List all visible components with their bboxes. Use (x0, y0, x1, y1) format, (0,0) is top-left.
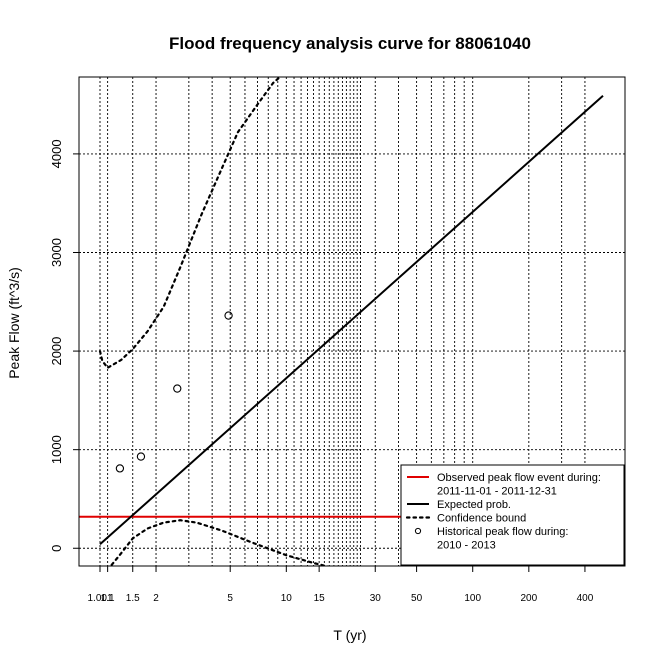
grid (79, 77, 625, 566)
legend-key-historical (414, 527, 422, 535)
x-tick-label: 200 (520, 593, 537, 604)
y-tick-label: 3000 (49, 238, 64, 267)
x-tick-label: 100 (464, 593, 481, 604)
expected-prob-line (99, 94, 604, 546)
plot-border (78, 76, 626, 567)
x-tick-label: 1.5 (126, 593, 140, 604)
y-tick-label: 4000 (49, 139, 64, 168)
y-tick-label: 0 (49, 545, 64, 552)
chart-title: Flood frequency analysis curve for 88061… (169, 34, 531, 53)
historical-point (173, 384, 182, 393)
x-tick-label: 2 (153, 593, 159, 604)
x-axis-label: T (yr) (333, 627, 366, 643)
y-tick-label: 1000 (49, 435, 64, 464)
legend-label: 2011-11-01 - 2011-12-31 (437, 486, 557, 498)
y-axis-label: Peak Flow (ft^3/s) (6, 267, 22, 379)
x-tick-label: 30 (370, 593, 382, 604)
x-tick-label: 15 (314, 593, 326, 604)
legend-label: Observed peak flow event during: (437, 472, 601, 484)
legend-label: 2010 - 2013 (437, 540, 496, 552)
historical-point (224, 311, 233, 320)
historical-point (115, 464, 125, 473)
x-tick-label: 5 (227, 593, 233, 604)
legend-label: Confidence bound (437, 513, 526, 525)
lower-confidence-bound (109, 519, 331, 566)
legend: Observed peak flow event during: 2011-11-… (400, 464, 625, 566)
x-tick-label: 50 (411, 593, 423, 604)
legend-box (400, 464, 625, 566)
historical-point (136, 452, 146, 461)
x-tick-label: 1.001 (87, 593, 112, 604)
upper-confidence-bound (98, 77, 282, 370)
x-tick-label: 10 (281, 593, 293, 604)
legend-label: Expected prob. (437, 499, 511, 511)
legend-label: Historical peak flow during: (437, 526, 568, 538)
x-tick-label: 400 (577, 593, 594, 604)
x-tick-label: 1.1 (101, 593, 115, 604)
y-tick-label: 2000 (49, 337, 64, 366)
